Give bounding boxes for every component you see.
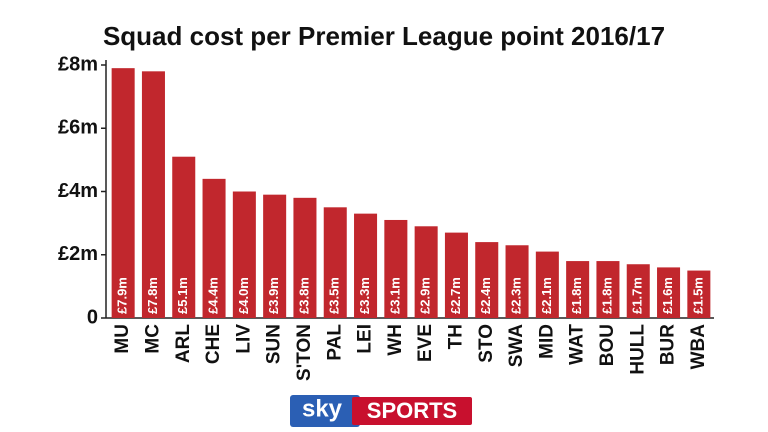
x-tick-label: WBA — [688, 324, 709, 370]
value-label: £1.8m — [569, 277, 584, 314]
value-label: £2.9m — [418, 277, 433, 314]
value-label: £1.7m — [630, 277, 645, 314]
value-label: £3.1m — [387, 277, 402, 314]
bar — [232, 191, 256, 318]
value-label: £3.9m — [266, 277, 281, 314]
value-label: £2.7m — [448, 277, 463, 314]
value-label: £2.1m — [539, 277, 554, 314]
bar — [111, 68, 135, 318]
value-label: £2.4m — [478, 277, 493, 314]
y-tick-label: 0 — [87, 306, 98, 328]
bar — [626, 264, 650, 318]
value-label: £4.0m — [236, 277, 251, 314]
x-tick-label: MID — [536, 324, 557, 359]
x-tick-label: HULL — [627, 324, 648, 375]
bar — [414, 226, 438, 318]
bar — [384, 219, 408, 318]
value-label: £7.9m — [115, 277, 130, 314]
bar — [535, 251, 559, 318]
bar — [596, 261, 620, 318]
logo: sky SPORTS — [290, 395, 472, 427]
bar — [566, 261, 590, 318]
y-tick-label: £6m — [58, 117, 98, 139]
x-tick-label: MU — [112, 324, 133, 354]
bar — [354, 213, 378, 318]
x-tick-label: STO — [476, 324, 497, 363]
y-tick-label: £4m — [58, 180, 98, 202]
bar — [141, 71, 165, 318]
x-tick-label: EVE — [415, 324, 436, 362]
bar — [323, 207, 347, 318]
x-tick-label: BUR — [658, 324, 679, 365]
y-tick-label: £8m — [58, 53, 98, 75]
x-tick-label: WH — [385, 324, 406, 356]
x-tick-label: PAL — [324, 324, 345, 361]
x-tick-label: LIV — [233, 324, 254, 354]
value-label: £3.8m — [296, 277, 311, 314]
value-label: £3.5m — [327, 277, 342, 314]
x-tick-label: S'TON — [294, 324, 315, 381]
x-tick-label: CHE — [203, 324, 224, 364]
x-tick-label: BOU — [597, 324, 618, 366]
bar — [293, 197, 317, 318]
value-label: £3.3m — [357, 277, 372, 314]
x-tick-label: MC — [142, 324, 163, 354]
value-label: £1.5m — [690, 277, 705, 314]
value-label: £4.4m — [205, 277, 220, 314]
value-label: £7.8m — [145, 277, 160, 314]
value-label: £5.1m — [175, 277, 190, 314]
logo-brand: sky — [302, 395, 343, 422]
y-tick-label: £2m — [58, 243, 98, 265]
x-tick-label: LEI — [355, 324, 376, 354]
bar — [687, 270, 711, 318]
bar — [172, 156, 196, 318]
bar — [505, 245, 529, 318]
x-tick-label: SWA — [506, 324, 527, 368]
value-label: £2.3m — [508, 277, 523, 314]
x-tick-label: SUN — [264, 324, 285, 364]
chart-title: Squad cost per Premier League point 2016… — [103, 21, 665, 51]
logo-product: SPORTS — [367, 398, 457, 423]
bar — [263, 194, 287, 318]
x-tick-label: WAT — [567, 324, 588, 365]
value-label: £1.6m — [660, 277, 675, 314]
x-tick-label: ARL — [173, 324, 194, 363]
bar — [444, 232, 468, 318]
bar — [475, 242, 499, 318]
logo-sky-box — [290, 395, 360, 427]
value-label: £1.8m — [599, 277, 614, 314]
bar — [657, 267, 681, 318]
bar — [202, 178, 226, 318]
x-tick-label: TH — [445, 324, 466, 349]
logo-sports-box — [352, 397, 472, 425]
